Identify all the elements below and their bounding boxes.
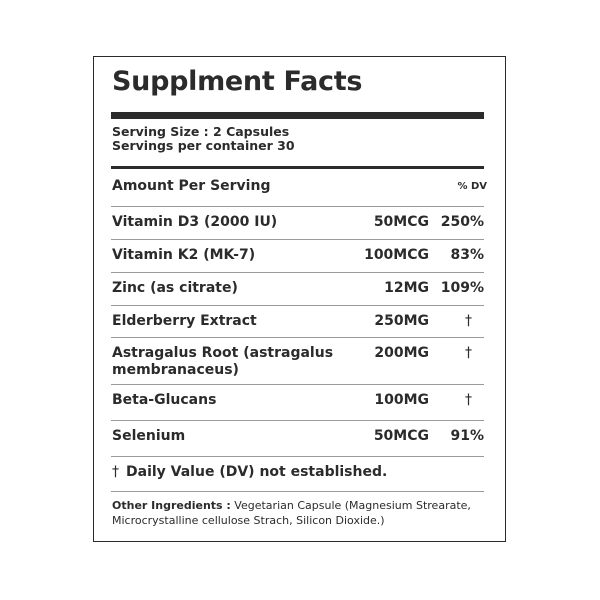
nutrient-dv: † (465, 392, 472, 408)
ingredients-text: Vegetarian Capsule (Magnesium Strearate,… (112, 499, 471, 527)
table-row: Astragalus Root (astragalus membranaceus… (111, 338, 484, 385)
dv-header: % DV (457, 181, 487, 192)
dagger-symbol: † (112, 464, 119, 480)
ingredients-label: Other Ingredients : (112, 499, 231, 512)
other-ingredients: Other Ingredients : Vegetarian Capsule (… (112, 498, 497, 528)
serving-size: Serving Size : 2 Capsules (112, 124, 290, 139)
table-row: Zinc (as citrate) 12MG 109% (111, 273, 484, 306)
table-row: Elderberry Extract 250MG † (111, 306, 484, 338)
nutrient-dv: 250% (440, 214, 484, 230)
nutrient-name: Astragalus Root (astragalus membranaceus… (112, 345, 333, 379)
table-row: Vitamin K2 (MK-7) 100MCG 83% (111, 240, 484, 273)
nutrient-name: Elderberry Extract (112, 313, 257, 329)
nutrient-amount: 50MCG (373, 428, 429, 444)
supplement-facts-panel: Supplment Facts Serving Size : 2 Capsule… (93, 56, 506, 542)
nutrient-name: Vitamin K2 (MK-7) (112, 247, 256, 263)
nutrient-name: Selenium (112, 428, 186, 444)
nutrient-dv: † (465, 313, 472, 329)
nutrient-dv: 83% (450, 247, 484, 263)
footnote-text: Daily Value (DV) not established. (126, 464, 388, 480)
footnote-divider (111, 491, 484, 492)
nutrient-name: Zinc (as citrate) (112, 280, 238, 296)
nutrient-amount: 50MCG (373, 214, 429, 230)
nutrient-table: Vitamin D3 (2000 IU) 50MCG 250% Vitamin … (111, 206, 484, 457)
nutrient-dv: 91% (450, 428, 484, 444)
panel-title: Supplment Facts (112, 66, 363, 97)
nutrient-amount: 100MG (374, 392, 429, 408)
nutrient-name: Vitamin D3 (2000 IU) (112, 214, 278, 230)
medium-divider (111, 166, 484, 169)
nutrient-dv: 109% (440, 280, 484, 296)
nutrient-amount: 12MG (384, 280, 429, 296)
table-row: Selenium 50MCG 91% (111, 421, 484, 457)
servings-per-container: Servings per container 30 (112, 138, 295, 153)
thick-divider (111, 112, 484, 119)
serving-info: Serving Size : 2 Capsules Servings per c… (112, 125, 295, 153)
nutrient-dv: † (465, 345, 472, 361)
dv-footnote: † Daily Value (DV) not established. (112, 464, 387, 480)
nutrient-name-line1: Astragalus Root (astragalus (112, 345, 334, 361)
nutrient-name-line2: membranaceus) (112, 362, 239, 378)
nutrient-amount: 250MG (374, 313, 429, 329)
table-row: Beta-Glucans 100MG † (111, 385, 484, 421)
amount-per-serving-header: Amount Per Serving (112, 178, 271, 194)
nutrient-amount: 100MCG (364, 247, 429, 263)
nutrient-name: Beta-Glucans (112, 392, 217, 408)
nutrient-amount: 200MG (374, 345, 429, 361)
table-row: Vitamin D3 (2000 IU) 50MCG 250% (111, 207, 484, 240)
